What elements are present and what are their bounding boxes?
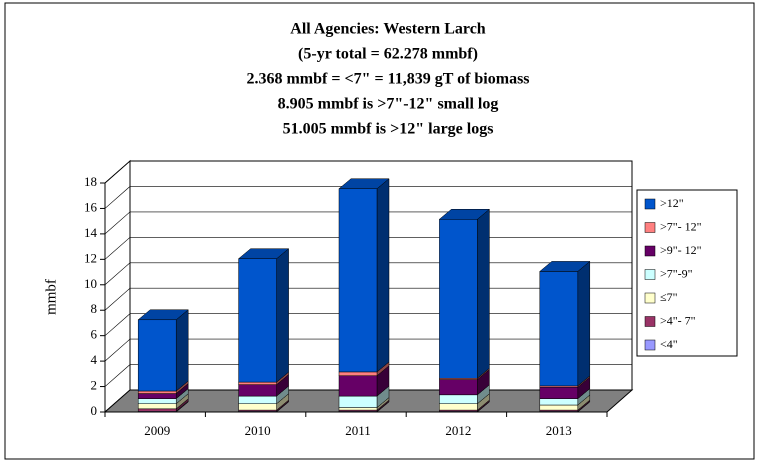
bar bbox=[539, 386, 579, 399]
chart-subtitle: 51.005 mmbf is >12" large logs bbox=[283, 121, 494, 138]
bar bbox=[338, 395, 378, 408]
bar bbox=[539, 398, 579, 406]
y-tick-label: 14 bbox=[84, 225, 98, 240]
bar-top bbox=[137, 309, 189, 321]
legend-label: ≤7" bbox=[660, 290, 678, 304]
bar bbox=[238, 258, 277, 383]
y-tick-label: 8 bbox=[91, 301, 98, 316]
legend-swatch bbox=[644, 316, 656, 327]
bar bbox=[338, 371, 378, 376]
bar bbox=[539, 271, 579, 387]
legend-label: <4" bbox=[660, 337, 678, 351]
chart-subtitle: (5-yr total = 62.278 mmbf) bbox=[298, 46, 478, 63]
bar bbox=[137, 403, 177, 410]
bar bbox=[137, 393, 177, 399]
chart-title: All Agencies: Western Larch bbox=[290, 21, 485, 38]
bar bbox=[439, 403, 478, 411]
bar bbox=[338, 188, 378, 373]
bar bbox=[238, 395, 277, 404]
grid-line bbox=[104, 160, 632, 184]
bar-side bbox=[376, 178, 390, 373]
y-tick-label: 12 bbox=[84, 250, 97, 265]
x-tick-label: 2009 bbox=[144, 423, 170, 438]
y-tick-label: 16 bbox=[84, 199, 98, 214]
legend-label: >12" bbox=[660, 196, 684, 210]
legend-swatch bbox=[644, 339, 656, 351]
y-axis-label: mmbf bbox=[43, 279, 59, 315]
bar bbox=[439, 379, 478, 396]
legend-label: >7"-9" bbox=[660, 266, 693, 280]
y-tick-label: 10 bbox=[84, 276, 97, 291]
bar-side bbox=[477, 208, 490, 379]
bar bbox=[137, 398, 177, 404]
bar-top bbox=[539, 261, 591, 272]
legend-swatch bbox=[644, 245, 656, 257]
bar bbox=[238, 384, 277, 397]
legend-label: >9"- 12" bbox=[660, 243, 702, 257]
x-tick-label: 2010 bbox=[245, 423, 271, 438]
bar bbox=[338, 407, 378, 411]
bar bbox=[539, 404, 579, 411]
legend-label: >7"- 12" bbox=[660, 219, 702, 233]
bar-side bbox=[175, 309, 189, 392]
y-tick-label: 2 bbox=[91, 378, 98, 393]
bar-side bbox=[577, 260, 591, 387]
bar bbox=[439, 219, 478, 379]
bar-top bbox=[438, 209, 491, 220]
y-tick-label: 18 bbox=[84, 174, 97, 189]
legend-label: >4"- 7" bbox=[660, 313, 696, 327]
bar-top bbox=[237, 248, 290, 259]
legend-swatch bbox=[644, 222, 656, 233]
bar bbox=[439, 394, 478, 404]
bar-top bbox=[338, 178, 390, 189]
bar bbox=[338, 375, 378, 397]
bar bbox=[238, 381, 277, 385]
y-tick-label: 6 bbox=[91, 327, 98, 342]
bar-side bbox=[276, 248, 289, 383]
legend-swatch bbox=[644, 269, 656, 280]
legend-swatch bbox=[644, 198, 656, 210]
bar bbox=[137, 408, 177, 412]
x-tick-label: 2012 bbox=[445, 423, 471, 438]
legend-swatch bbox=[644, 292, 656, 304]
x-tick-label: 2013 bbox=[546, 423, 572, 438]
chart-subtitle: 8.905 mmbf is >7"-12" small log bbox=[278, 96, 499, 113]
bar bbox=[238, 403, 277, 411]
side-wall bbox=[104, 159, 131, 414]
bar bbox=[137, 319, 177, 392]
y-tick-label: 0 bbox=[91, 403, 98, 418]
grid-line bbox=[104, 186, 632, 209]
y-tick-label: 4 bbox=[91, 352, 98, 367]
x-tick-label: 2011 bbox=[345, 423, 371, 438]
bar bbox=[137, 390, 177, 394]
chart-subtitle: 2.368 mmbf = <7" = 11,839 gT of biomass bbox=[246, 71, 529, 88]
